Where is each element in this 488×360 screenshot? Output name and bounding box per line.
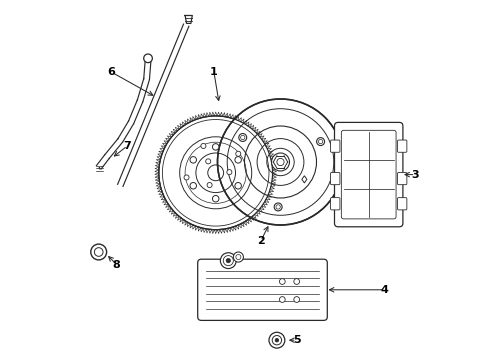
FancyBboxPatch shape: [330, 140, 339, 152]
Circle shape: [234, 157, 241, 163]
Polygon shape: [185, 15, 192, 23]
Circle shape: [190, 157, 196, 163]
Circle shape: [212, 144, 219, 150]
Circle shape: [226, 170, 231, 175]
Circle shape: [91, 244, 106, 260]
Circle shape: [279, 279, 285, 284]
Circle shape: [271, 153, 289, 171]
Circle shape: [99, 167, 100, 168]
Circle shape: [316, 138, 324, 145]
Text: 1: 1: [209, 67, 217, 77]
Circle shape: [274, 203, 282, 211]
Text: 3: 3: [411, 170, 418, 180]
Polygon shape: [143, 61, 151, 80]
Circle shape: [217, 99, 343, 225]
Text: 7: 7: [123, 141, 131, 151]
Polygon shape: [128, 100, 142, 123]
Circle shape: [293, 279, 299, 284]
Circle shape: [183, 175, 189, 180]
FancyBboxPatch shape: [397, 172, 406, 185]
FancyBboxPatch shape: [334, 122, 402, 227]
Circle shape: [99, 168, 100, 169]
FancyBboxPatch shape: [397, 198, 406, 210]
FancyBboxPatch shape: [197, 259, 326, 320]
Circle shape: [275, 338, 278, 342]
Circle shape: [235, 151, 240, 156]
Circle shape: [293, 297, 299, 302]
FancyBboxPatch shape: [397, 140, 406, 152]
Text: 5: 5: [292, 335, 300, 345]
Polygon shape: [118, 24, 188, 186]
Text: 8: 8: [113, 260, 121, 270]
Circle shape: [201, 143, 205, 148]
Circle shape: [159, 116, 272, 230]
Circle shape: [205, 159, 210, 164]
Circle shape: [225, 258, 230, 263]
Polygon shape: [137, 78, 149, 102]
Text: 6: 6: [107, 67, 115, 77]
Circle shape: [190, 183, 196, 189]
Circle shape: [212, 195, 219, 202]
Text: 4: 4: [380, 285, 388, 295]
Circle shape: [234, 183, 241, 189]
Circle shape: [279, 297, 285, 302]
Circle shape: [268, 332, 284, 348]
FancyBboxPatch shape: [330, 198, 339, 210]
Polygon shape: [104, 139, 122, 158]
Circle shape: [238, 134, 246, 141]
Circle shape: [143, 54, 152, 63]
Polygon shape: [118, 121, 133, 142]
Text: 2: 2: [256, 236, 264, 246]
Polygon shape: [96, 155, 109, 169]
Circle shape: [206, 183, 212, 188]
Circle shape: [220, 253, 236, 269]
Circle shape: [273, 156, 286, 168]
Circle shape: [233, 252, 243, 262]
FancyBboxPatch shape: [330, 172, 339, 185]
